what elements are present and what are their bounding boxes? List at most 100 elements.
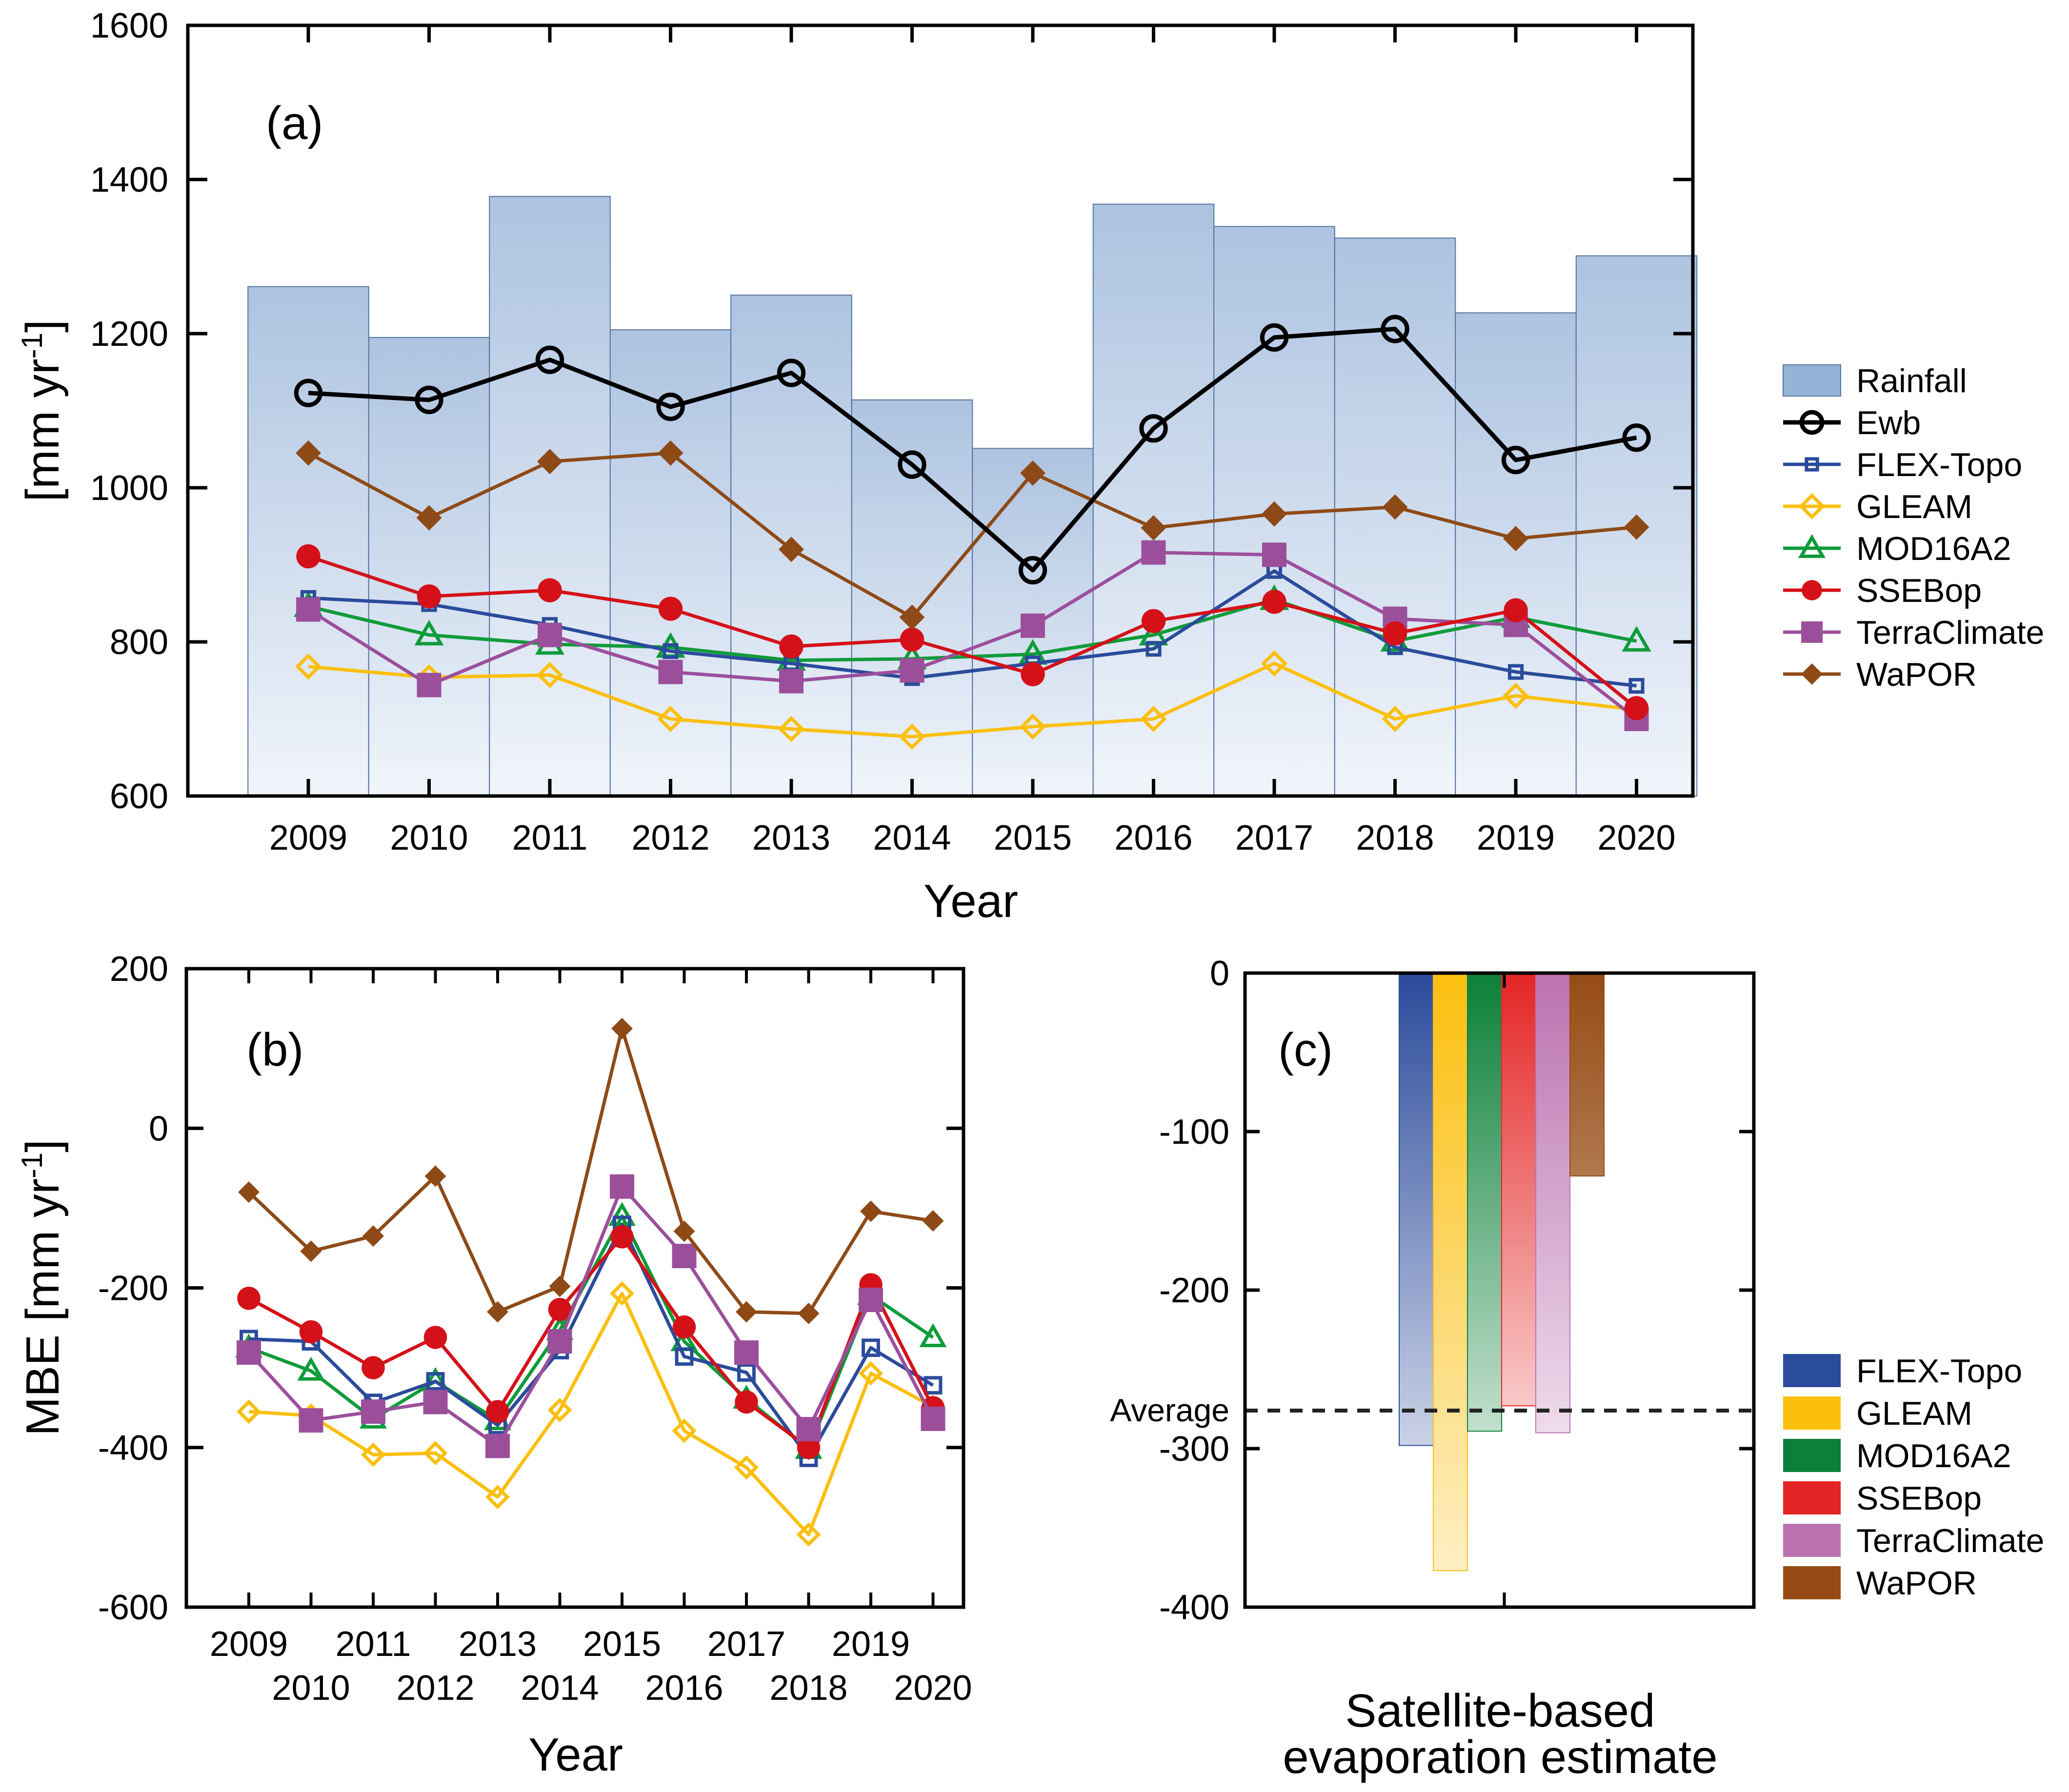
panel-a-label: (a) bbox=[266, 97, 323, 149]
point-ssebop bbox=[900, 627, 924, 652]
point-ewb bbox=[777, 358, 806, 387]
legend-marker bbox=[1799, 410, 1825, 435]
point-gleam bbox=[610, 1281, 634, 1306]
point-gleam bbox=[485, 1485, 510, 1510]
legend-swatch bbox=[1783, 1396, 1841, 1430]
legend-item-terraclimate: TerraClimate bbox=[1783, 614, 2044, 651]
point-wapor bbox=[658, 440, 683, 466]
point-terraclimate bbox=[485, 1434, 510, 1458]
point-ewb bbox=[535, 345, 564, 374]
point-wapor bbox=[860, 1200, 882, 1222]
point-ssebop bbox=[672, 1315, 696, 1339]
x-tick-label: 2015 bbox=[994, 818, 1072, 857]
legend-item-wapor: WaPOR bbox=[1783, 1565, 1977, 1602]
point-flex-topo bbox=[675, 1347, 694, 1366]
bar-wapor bbox=[1569, 973, 1605, 1176]
panel-c-legend: FLEX-Topo GLEAM MOD16A2 SSEBop TerraClimate W… bbox=[1783, 1353, 2044, 1602]
bar-flex-topo bbox=[1399, 973, 1434, 1446]
point-ewb bbox=[415, 385, 443, 415]
y-tick-label: 600 bbox=[110, 777, 168, 816]
y-tick-label: 800 bbox=[110, 623, 168, 662]
panel-a-chart: 600 800 1000 1200 1400 1600 2009 2010 2011 2012 20… bbox=[16, 6, 2044, 927]
panel-b-label: (b) bbox=[246, 1024, 303, 1076]
line-ssebop bbox=[307, 555, 1638, 710]
point-flex-topo bbox=[663, 643, 679, 659]
point-gleam bbox=[537, 661, 563, 688]
point-gleam bbox=[859, 1361, 883, 1386]
x-tick-label: 2010 bbox=[272, 1669, 350, 1708]
point-ewb bbox=[1501, 445, 1530, 475]
point-terraclimate bbox=[658, 659, 683, 684]
y-tick-label: 0 bbox=[1210, 954, 1229, 993]
point-gleam bbox=[547, 1397, 572, 1422]
bar-ssebop bbox=[1501, 973, 1536, 1407]
y-tick-label: 1200 bbox=[90, 315, 168, 354]
panel-a-legend: Rainfall Ewb FLEX-Topo GLEAM MOD16A2 SSEBop Te… bbox=[1783, 362, 2044, 693]
legend-swatch bbox=[1783, 1524, 1841, 1557]
legend-item-rainfall: Rainfall bbox=[1783, 362, 1967, 399]
panel-a-ticks: 600 800 1000 1200 1400 1600 2009 2010 2011 2012 20… bbox=[90, 6, 1693, 857]
point-terraclimate bbox=[859, 1288, 883, 1313]
x-tick-label: 2012 bbox=[631, 818, 709, 857]
legend-item-flex-topo: FLEX-Topo bbox=[1783, 1353, 2022, 1390]
point-ewb bbox=[1260, 323, 1289, 352]
point-ssebop bbox=[548, 1297, 572, 1321]
legend-marker bbox=[1805, 457, 1819, 472]
point-terraclimate bbox=[417, 673, 442, 697]
point-flex-topo bbox=[1507, 664, 1524, 680]
point-ssebop bbox=[1262, 590, 1286, 614]
point-ssebop bbox=[417, 584, 442, 609]
point-ssebop bbox=[296, 544, 321, 569]
legend-label: MOD16A2 bbox=[1856, 1437, 2011, 1474]
point-ewb bbox=[1139, 414, 1168, 443]
point-gleam bbox=[1140, 706, 1167, 732]
x-tick-label: 2020 bbox=[894, 1669, 972, 1708]
point-ewb bbox=[1381, 315, 1409, 343]
panel-a-x-axis-title: Year bbox=[924, 875, 1018, 927]
line-wapor bbox=[247, 1027, 934, 1315]
y-title-sup: -1 bbox=[16, 333, 48, 358]
point-gleam bbox=[237, 1399, 261, 1424]
point-flex-topo bbox=[924, 1376, 943, 1395]
x-tick-label: 2013 bbox=[752, 818, 830, 857]
legend-label: FLEX-Topo bbox=[1856, 446, 2022, 483]
panel-b-ticks: -600 -400 -200 0 200 2009 2010 2011 2012 2013 2014… bbox=[98, 950, 972, 1708]
bar-terraclimate bbox=[1535, 973, 1570, 1434]
point-wapor bbox=[416, 505, 442, 531]
point-gleam bbox=[734, 1455, 759, 1480]
line-ewb bbox=[308, 327, 1637, 573]
point-terraclimate bbox=[900, 658, 924, 683]
legend-label: TerraClimate bbox=[1856, 1522, 2044, 1559]
point-gleam bbox=[361, 1442, 385, 1467]
panel-b-y-axis-title: MBE [mm yr-1] bbox=[16, 1139, 69, 1436]
point-terraclimate bbox=[921, 1406, 945, 1431]
legend-item-terraclimate: TerraClimate bbox=[1783, 1522, 2044, 1559]
x-tick-label: 2015 bbox=[583, 1625, 661, 1664]
point-gleam bbox=[295, 653, 321, 680]
point-flex-topo bbox=[426, 1372, 445, 1391]
point-wapor bbox=[673, 1220, 695, 1242]
legend-label: Rainfall bbox=[1856, 362, 1967, 399]
y-title-sup: -1 bbox=[16, 1153, 48, 1178]
legend-swatch bbox=[1783, 1439, 1841, 1472]
point-gleam bbox=[1020, 713, 1046, 740]
line-terraclimate bbox=[307, 551, 1638, 720]
x-tick-label: 2009 bbox=[210, 1625, 288, 1664]
point-terraclimate bbox=[299, 1408, 323, 1433]
point-terraclimate bbox=[237, 1340, 261, 1365]
x-tick-label: 2009 bbox=[269, 818, 347, 857]
panel-b-chart: -600 -400 -200 0 200 2009 2010 2011 2012 2013 2014… bbox=[16, 950, 972, 1781]
point-wapor bbox=[611, 1017, 633, 1039]
legend-swatch bbox=[1783, 1481, 1841, 1514]
point-wapor bbox=[1141, 515, 1166, 541]
x-tick-label: 2017 bbox=[707, 1625, 785, 1664]
rainfall-bar bbox=[1455, 312, 1577, 796]
point-terraclimate bbox=[538, 622, 562, 647]
point-gleam bbox=[657, 706, 684, 732]
point-gleam bbox=[1261, 650, 1287, 677]
x-tick-label: 2010 bbox=[390, 818, 468, 857]
point-mod16a2 bbox=[297, 1356, 325, 1381]
point-terraclimate bbox=[296, 597, 321, 622]
point-wapor bbox=[779, 537, 804, 562]
point-ssebop bbox=[1504, 598, 1528, 622]
